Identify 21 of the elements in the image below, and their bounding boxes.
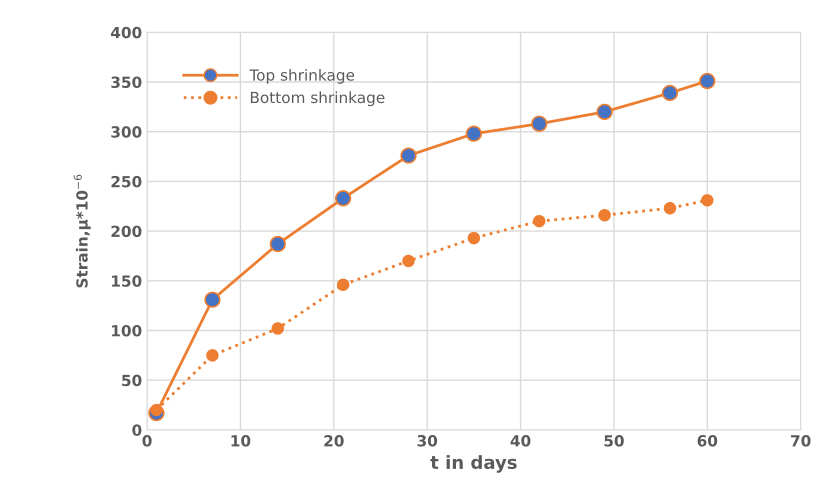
x-tick-label: 0: [142, 435, 152, 447]
y-tick-label: 400: [110, 26, 142, 38]
x-tick-label: 40: [510, 435, 530, 447]
x-tick-label: 10: [232, 435, 250, 447]
y-tick-label: 300: [111, 126, 142, 138]
y-tick-label: 0: [132, 424, 142, 436]
x-tick-label: 20: [324, 435, 344, 447]
x-axis-title: t in days: [430, 455, 517, 473]
x-tick-label: 60: [698, 435, 718, 447]
x-tick-label: 30: [418, 435, 438, 447]
legend-label: Top shrinkage: [249, 68, 354, 84]
y-tick-label: 200: [112, 226, 142, 238]
x-tick-label: 70: [791, 435, 811, 447]
y-axis-title: Strain,µ*10$^{−6}$: [74, 174, 91, 288]
y-tick-label: 350: [111, 76, 142, 88]
y-tick-label: 100: [112, 324, 142, 337]
x-tick-label: 50: [604, 435, 624, 447]
y-tick-label: 250: [112, 176, 142, 188]
legend-label: Bottom shrinkage: [250, 91, 384, 106]
y-tick-label: 50: [122, 374, 142, 386]
y-tick-label: 150: [112, 275, 142, 287]
